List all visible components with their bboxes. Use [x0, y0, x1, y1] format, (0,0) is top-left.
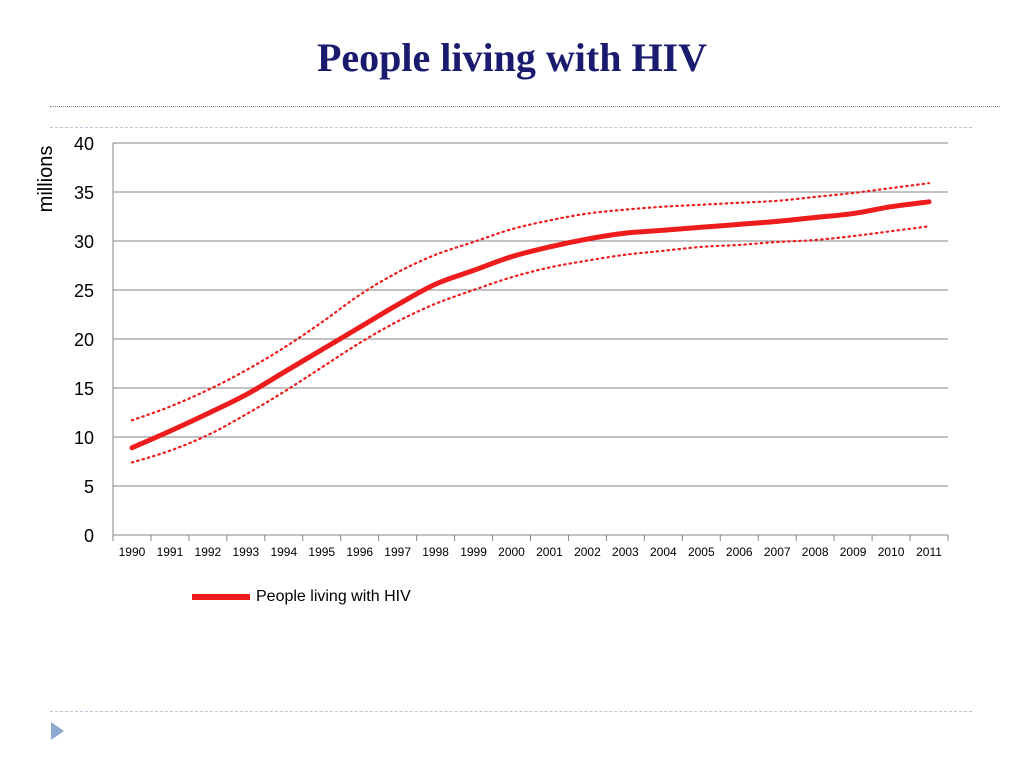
legend-swatch [192, 594, 250, 600]
x-tick-label: 1992 [195, 545, 222, 559]
x-tick-label: 1991 [157, 545, 184, 559]
legend-label: People living with HIV [256, 588, 411, 605]
y-tick-label: 10 [74, 428, 94, 448]
x-tick-label: 2000 [498, 545, 525, 559]
x-tick-label: 1999 [460, 545, 487, 559]
y-tick-label: 20 [74, 330, 94, 350]
title-divider-dotted [50, 106, 1000, 107]
x-tick-label: 2011 [916, 545, 942, 559]
x-tick-label: 1998 [422, 545, 449, 559]
x-tick-label: 2009 [840, 545, 867, 559]
x-tick-label: 1993 [232, 545, 259, 559]
x-tick-label: 2010 [878, 545, 905, 559]
x-tick-label: 1997 [384, 545, 411, 559]
x-tick-label: 2007 [764, 545, 791, 559]
y-tick-label: 25 [74, 281, 94, 301]
x-tick-label: 1994 [270, 545, 297, 559]
series-line-people-living-with-hiv [129, 199, 932, 451]
x-tick-label: 1996 [346, 545, 373, 559]
y-tick-label: 30 [74, 232, 94, 252]
x-tick-label: 1995 [308, 545, 335, 559]
title-divider-dashed [50, 127, 972, 128]
x-tick-label: 2005 [688, 545, 715, 559]
y-tick-label: 0 [84, 526, 94, 546]
x-tick-label: 2008 [802, 545, 829, 559]
y-tick-label: 15 [74, 379, 94, 399]
series-line-upper-bound [130, 182, 931, 422]
footer-divider-dashed [50, 711, 972, 712]
page-title: People living with HIV [316, 35, 708, 80]
x-tick-label: 2002 [574, 545, 601, 559]
y-tick-label: 5 [84, 477, 94, 497]
triangle-bullet-icon [51, 722, 64, 740]
series-line-lower-bound [130, 225, 931, 464]
x-tick-label: 2006 [726, 545, 753, 559]
x-tick-label: 2004 [650, 545, 677, 559]
x-tick-label: 1990 [119, 545, 146, 559]
y-tick-label: 35 [74, 183, 94, 203]
y-tick-label: 40 [74, 134, 94, 154]
x-tick-label: 2003 [612, 545, 639, 559]
y-axis-title: millions [35, 146, 57, 213]
x-tick-label: 2001 [536, 545, 563, 559]
chart-legend: People living with HIV [192, 586, 411, 608]
